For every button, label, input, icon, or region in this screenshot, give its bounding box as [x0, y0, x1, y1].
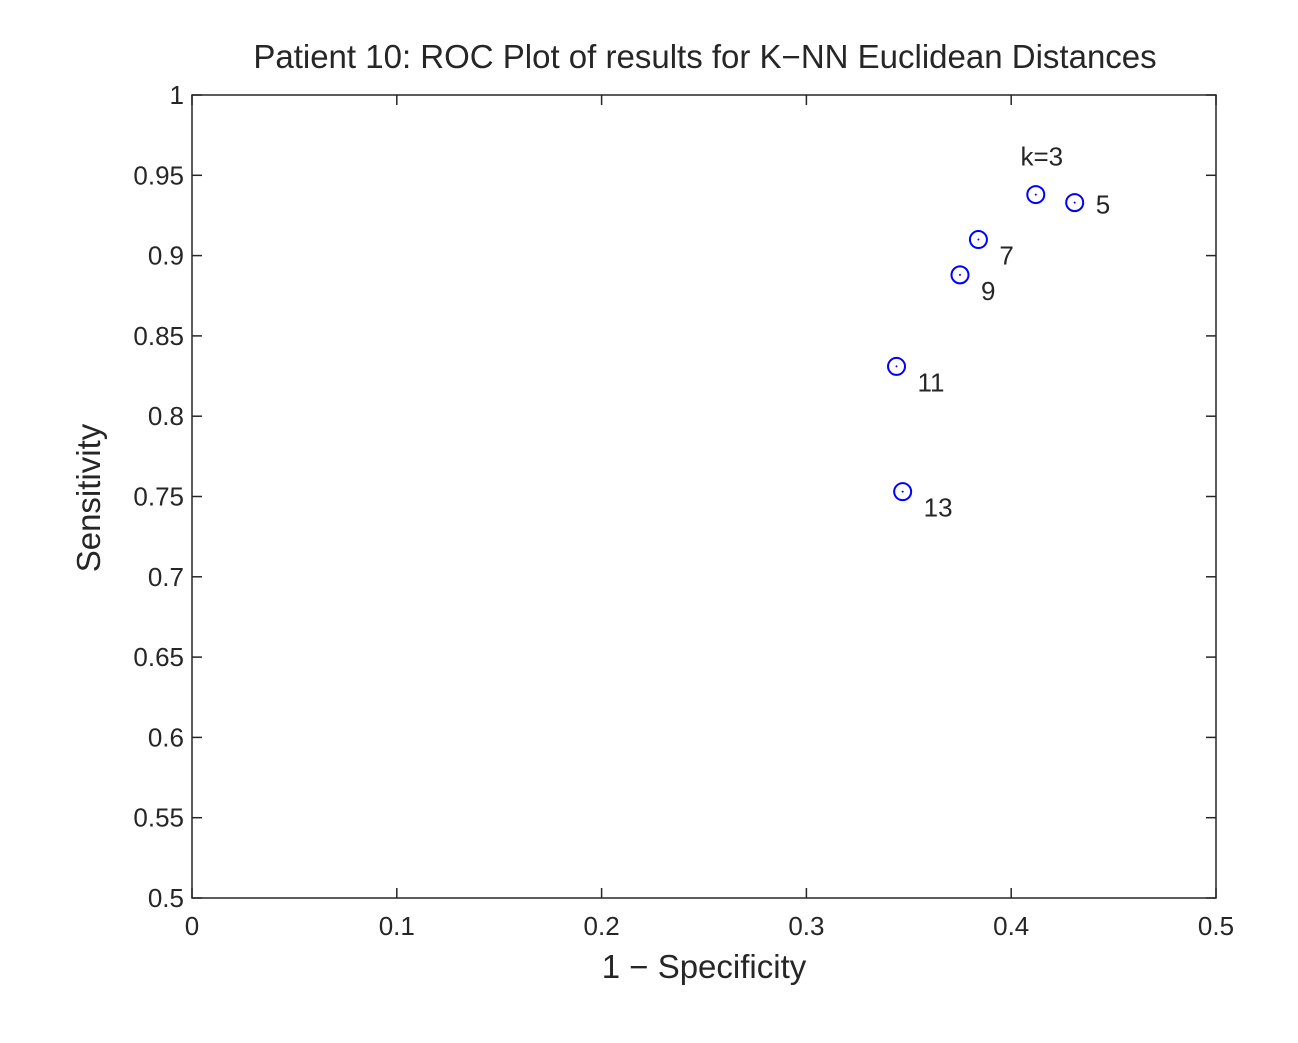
data-point-center: [901, 490, 904, 493]
y-tick-label: 0.7: [148, 562, 184, 592]
data-point-center: [1034, 193, 1037, 196]
data-point-label: 7: [999, 241, 1013, 271]
y-tick-label: 0.6: [148, 722, 184, 752]
x-tick-label: 0.4: [993, 911, 1029, 941]
data-point-center: [977, 238, 980, 241]
x-tick-label: 0.1: [379, 911, 415, 941]
data-point-label: 13: [924, 493, 953, 523]
data-point-label: 11: [918, 367, 945, 397]
chart-title: Patient 10: ROC Plot of results for K−NN…: [253, 38, 1156, 75]
y-axis-label: Sensitivity: [70, 423, 107, 572]
y-tick-label: 0.9: [148, 241, 184, 271]
y-tick-label: 0.8: [148, 401, 184, 431]
data-point-marker: [893, 482, 913, 502]
axis-ticks: 0 0.1 0.2 0.3 0.4 0.5 0.5 0.55 0.6 0.65 0.7 0.75 0.8…: [133, 80, 1234, 941]
data-point-marker: [887, 356, 907, 376]
x-axis-label: 1 − Specificity: [602, 948, 807, 985]
data-point-label: k=3: [1020, 142, 1063, 172]
y-tick-label: 0.55: [133, 803, 184, 833]
data-point-marker: [968, 230, 988, 250]
data-point-marker: [1065, 193, 1085, 213]
x-tick-label: 0: [185, 911, 199, 941]
y-tick-label: 0.85: [133, 321, 184, 351]
y-tick-label: 0.95: [133, 160, 184, 190]
data-point-label: 9: [981, 276, 995, 306]
y-tick-label: 0.65: [133, 642, 184, 672]
data-point-center: [1073, 201, 1076, 204]
y-tick-label: 1: [170, 80, 184, 110]
data-point-center: [959, 273, 961, 276]
y-tick-label: 0.5: [148, 883, 184, 913]
x-tick-label: 0.2: [584, 911, 620, 941]
plot-area: [191, 94, 1217, 899]
data-points: k=3 5 79 11 13: [887, 142, 1110, 523]
data-point-marker: [1026, 185, 1046, 205]
x-tick-label: 0.3: [788, 911, 824, 941]
data-point-label: 5: [1096, 190, 1110, 220]
data-point-marker: [950, 265, 970, 285]
y-tick-label: 0.75: [133, 482, 184, 512]
x-tick-label: 0.5: [1198, 911, 1234, 941]
data-point-center: [895, 365, 898, 368]
